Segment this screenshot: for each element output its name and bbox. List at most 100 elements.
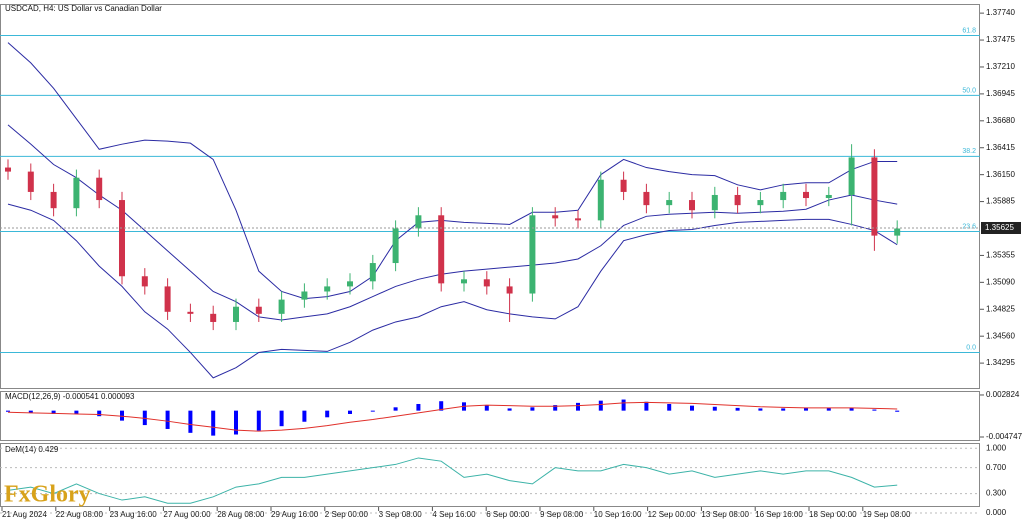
x-tick-label: 19 Sep 08:00 [863,510,911,519]
macd-bar [256,410,261,431]
candle-body [278,299,285,314]
macd-bar [51,410,56,414]
price-panel [0,4,980,389]
candle-body [164,286,171,312]
x-tick-label: 18 Sep 00:00 [809,510,857,519]
macd-panel [0,391,980,441]
macd-bar [234,410,238,435]
candle-body [5,167,11,172]
macd-bar [439,401,444,411]
y-tick-label: 1.36945 [986,89,1015,98]
macd-bar [507,408,512,411]
macd-bar [279,410,284,427]
macd-bar [484,405,489,411]
macd-bar [690,405,694,411]
x-tick-label: 13 Sep 08:00 [701,510,749,519]
candle-body [483,279,490,287]
macd-bar [826,407,831,411]
x-tick-label: 9 Sep 08:00 [540,510,584,519]
y-tick-label: 1.37475 [986,35,1015,44]
x-tick-label: 10 Sep 16:00 [594,510,642,519]
candle-body [871,157,878,236]
x-tick-label: 27 Aug 00:00 [163,510,211,519]
fib-label: 50.0 [962,87,976,94]
y-tick-label: 1.36680 [986,116,1015,125]
x-tick-label: 21 Aug 2024 [2,510,47,519]
signal-line [7,401,898,432]
macd-bar [530,407,535,411]
candle-body [803,191,809,199]
candle-body [825,194,832,199]
macd-title: MACD(12,26,9) -0.000541 0.000093 [5,392,135,401]
candle-body [255,306,262,314]
x-tick-label: 22 Aug 08:00 [56,510,104,519]
x-tick-label: 12 Sep 00:00 [648,510,696,519]
macd-bar [302,410,307,422]
x-tick-label: 16 Sep 16:00 [755,510,803,519]
y-tick-label: 0.300 [986,489,1007,498]
candle-body [324,286,331,292]
candle-body [233,306,239,322]
fib-label: 38.2 [962,148,976,155]
macd-bar [598,400,603,411]
candle-body [96,177,103,201]
candle-body [689,200,695,211]
last-price-box [981,221,1021,234]
y-tick-label: 1.37210 [986,62,1015,71]
macd-bar [781,408,786,411]
macd-bar [644,401,649,411]
band-upper [7,42,898,300]
dem-title: DeM(14) 0.429 [5,445,59,454]
macd-bar [576,402,580,411]
macd-bar [165,410,170,429]
macd-bar [621,399,626,411]
y-tick-label: 1.34560 [986,331,1015,340]
candle-body [187,311,194,314]
macd-bar [712,406,717,411]
candle-body [50,191,57,209]
candle-body [392,228,399,264]
band-lower [7,203,898,379]
candle-body [848,157,855,195]
macd-bar [393,407,398,411]
candle-body [734,194,741,206]
candle-body [461,279,467,284]
y-tick-label: 0.000 [986,508,1007,517]
macd-bar [188,410,193,433]
x-tick-label: 2 Sep 00:00 [325,510,369,519]
candle-body [757,200,764,206]
macd-bar [804,407,808,411]
candle-body [620,179,627,192]
x-tick-label: 29 Aug 16:00 [271,510,319,519]
chart-title: USDCAD, H4: US Dollar vs Canadian Dollar [5,4,162,13]
x-tick-label: 3 Sep 08:00 [379,510,423,519]
y-tick-label: 1.36415 [986,143,1015,152]
macd-bar [211,410,216,436]
macd-bar [735,407,740,411]
candle-body [529,215,536,294]
macd-bar [6,410,10,412]
fib-label: 23.6 [962,223,976,230]
y-tick-label: 1.35885 [986,197,1015,206]
candle-body [780,191,787,201]
macd-bar [74,410,79,414]
y-tick-label: 0.700 [986,463,1007,472]
macd-bar [97,410,102,417]
x-tick-label: 6 Sep 00:00 [486,510,530,519]
candle-body [575,218,581,221]
candle-body [347,281,353,287]
macd-bar [370,410,375,412]
macd-bar [416,403,421,411]
y-tick-label: 0.002824 [986,390,1020,399]
y-tick-label: 1.36150 [986,170,1015,179]
candle-body [301,291,308,300]
y-tick-label: -0.004747 [986,432,1023,441]
candle-body [711,194,718,211]
logo: FxGlory [4,482,91,508]
dem-line [7,457,898,504]
candle-body [119,200,125,277]
y-tick-label: 1.35355 [986,251,1015,260]
candle-body [141,276,148,287]
candle-body [438,215,445,284]
